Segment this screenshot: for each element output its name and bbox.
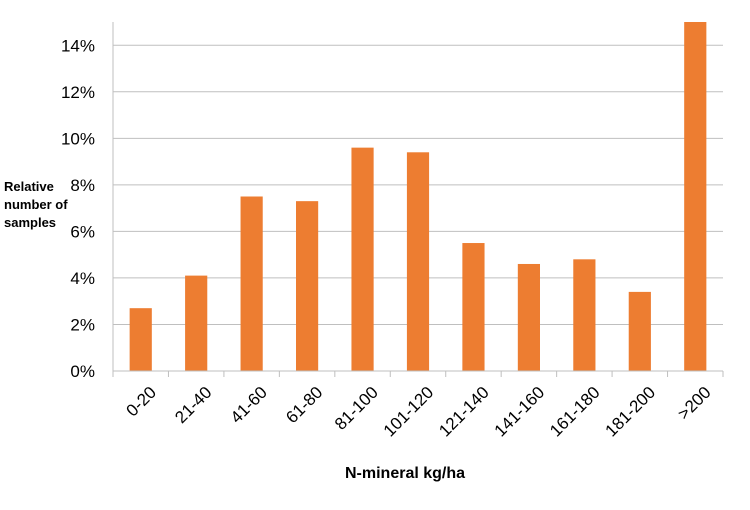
bar (296, 201, 319, 371)
y-tick-labels: 0% 2% 4% 6% 8% 10% 12% 14% (61, 36, 95, 381)
y-tick-label: 14% (61, 36, 95, 55)
y-tick-label: 2% (70, 315, 95, 334)
y-tick-label: 4% (70, 269, 95, 288)
bar (351, 147, 374, 371)
x-tick-label: 81-100 (331, 383, 382, 434)
x-tick-label: 141-160 (491, 383, 549, 441)
y-tick-label: 10% (61, 129, 95, 148)
x-axis-label: N-mineral kg/ha (344, 465, 466, 482)
x-tick-label: 61-80 (282, 383, 326, 427)
bar (462, 243, 485, 371)
bar (185, 275, 208, 371)
bar (129, 308, 152, 371)
y-axis-label-line-1: Relative (4, 179, 54, 194)
bar (517, 263, 540, 371)
x-tick-label: 121-140 (435, 383, 493, 441)
bar (684, 22, 707, 371)
x-axis-ticks (112, 371, 724, 377)
y-axis-label-line-3: samples (4, 215, 57, 230)
x-tick-label: 161-180 (546, 383, 604, 441)
x-tick-label: 0-20 (123, 383, 160, 420)
bar (240, 196, 263, 371)
y-axis-label-line-2: number of (4, 197, 68, 212)
bars (129, 22, 707, 371)
y-tick-label: 8% (70, 176, 95, 195)
x-tick-label: >200 (674, 383, 715, 424)
y-tick-label: 0% (70, 362, 95, 381)
bar (406, 152, 430, 371)
x-tick-label: 41-60 (227, 383, 271, 427)
bar (628, 291, 651, 371)
y-axis-label: Relative number of samples (4, 178, 88, 232)
y-tick-label: 12% (61, 83, 95, 102)
x-tick-label: 101-120 (380, 383, 438, 441)
x-tick-label: 181-200 (602, 383, 660, 441)
y-tick-label: 6% (70, 222, 95, 241)
x-tick-labels: 0-20 21-40 41-60 61-80 81-100101-120121-1401… (123, 383, 715, 441)
bar (573, 259, 596, 371)
x-tick-label: 21-40 (171, 383, 215, 427)
